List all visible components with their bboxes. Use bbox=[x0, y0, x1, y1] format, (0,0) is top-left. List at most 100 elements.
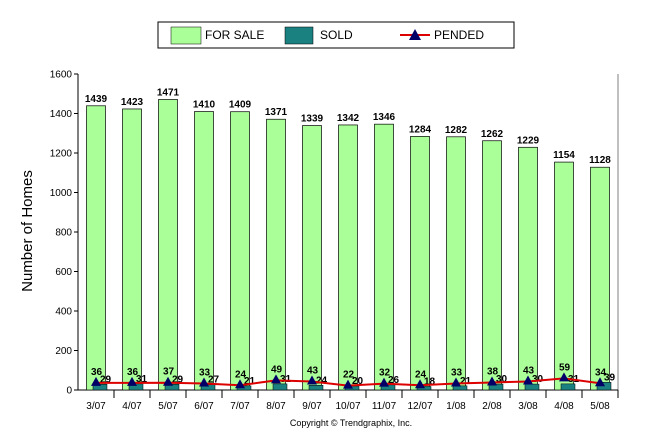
data-label-sold: 21 bbox=[244, 376, 256, 387]
y-axis-label: Number of Homes bbox=[19, 170, 36, 292]
data-label-for-sale: 1262 bbox=[481, 129, 504, 140]
bar-for-sale bbox=[338, 124, 358, 391]
data-label-for-sale: 1229 bbox=[517, 135, 540, 146]
data-label-sold: 30 bbox=[496, 374, 508, 385]
data-label-for-sale: 1346 bbox=[373, 112, 396, 123]
bar-for-sale bbox=[518, 146, 538, 391]
y-tick-label: 400 bbox=[55, 307, 72, 318]
data-label-pended: 43 bbox=[307, 366, 319, 377]
data-label-sold: 20 bbox=[352, 376, 364, 387]
data-label-sold: 29 bbox=[100, 374, 112, 385]
data-label-for-sale: 1284 bbox=[409, 124, 432, 135]
marker-pended bbox=[559, 372, 569, 382]
marker-pended bbox=[451, 377, 461, 387]
data-label-sold: 39 bbox=[604, 372, 616, 383]
x-tick-label: 7/07 bbox=[230, 401, 250, 412]
data-label-sold: 26 bbox=[388, 375, 400, 386]
copyright-text: Copyright © Trendgraphix, Inc. bbox=[290, 418, 412, 428]
x-tick-label: 6/07 bbox=[194, 401, 214, 412]
marker-pended bbox=[415, 379, 425, 389]
bar-for-sale bbox=[194, 111, 214, 391]
legend-label-pended: PENDED bbox=[434, 28, 484, 42]
x-tick-label: 9/07 bbox=[302, 401, 322, 412]
bar-sold bbox=[560, 383, 576, 391]
x-tick-label: 3/08 bbox=[518, 401, 538, 412]
y-tick-label: 1400 bbox=[50, 109, 73, 120]
bar-sold bbox=[272, 383, 288, 391]
y-tick-label: 1600 bbox=[50, 70, 73, 81]
bar-for-sale bbox=[374, 123, 394, 391]
data-label-pended: 38 bbox=[487, 366, 499, 377]
bar-for-sale bbox=[590, 166, 610, 391]
data-label-for-sale: 1423 bbox=[121, 97, 144, 108]
y-tick-label: 200 bbox=[55, 346, 72, 357]
legend-label-sold: SOLD bbox=[320, 28, 353, 42]
x-tick-label: 2/08 bbox=[482, 401, 502, 412]
x-tick-label: 5/07 bbox=[158, 401, 178, 412]
data-label-for-sale: 1339 bbox=[301, 114, 324, 125]
data-label-sold: 21 bbox=[460, 376, 472, 387]
data-label-for-sale: 1128 bbox=[589, 155, 611, 166]
data-label-for-sale: 1154 bbox=[553, 150, 575, 161]
bar-for-sale bbox=[482, 140, 502, 391]
data-label-for-sale: 1409 bbox=[229, 100, 252, 111]
marker-pended bbox=[235, 379, 245, 389]
legend-swatch-for-sale bbox=[170, 26, 202, 45]
data-label-pended: 24 bbox=[415, 369, 427, 380]
data-label-pended: 34 bbox=[595, 367, 607, 378]
bar-sold bbox=[128, 383, 144, 391]
data-label-sold: 24 bbox=[316, 375, 328, 386]
data-label-sold: 27 bbox=[208, 375, 220, 386]
marker-pended bbox=[199, 377, 209, 387]
bar-for-sale bbox=[410, 136, 430, 391]
x-tick-label: 4/08 bbox=[554, 401, 574, 412]
data-label-sold: 30 bbox=[532, 374, 544, 385]
bar-for-sale bbox=[446, 136, 466, 391]
legend: FOR SALE SOLD PENDED bbox=[157, 21, 515, 49]
bar-for-sale bbox=[230, 111, 250, 391]
bar-for-sale bbox=[158, 99, 178, 391]
data-label-for-sale: 1282 bbox=[445, 125, 468, 136]
y-tick-label: 0 bbox=[66, 386, 72, 397]
bar-sold bbox=[308, 385, 324, 391]
data-label-for-sale: 1342 bbox=[337, 113, 360, 124]
marker-pended bbox=[523, 375, 533, 385]
legend-marker-pended bbox=[409, 29, 421, 40]
x-tick-label: 4/07 bbox=[122, 401, 142, 412]
data-label-pended: 37 bbox=[163, 367, 175, 378]
data-label-for-sale: 1410 bbox=[193, 100, 216, 111]
data-label-pended: 36 bbox=[127, 367, 139, 378]
bar-for-sale bbox=[302, 125, 322, 391]
data-label-sold: 29 bbox=[172, 374, 184, 385]
marker-pended bbox=[343, 379, 353, 389]
data-label-pended: 33 bbox=[451, 367, 463, 378]
data-label-pended: 43 bbox=[523, 366, 535, 377]
y-tick-label: 800 bbox=[55, 228, 72, 239]
bar-for-sale bbox=[86, 105, 106, 391]
data-label-pended: 49 bbox=[271, 364, 283, 375]
bar-for-sale bbox=[554, 161, 574, 391]
marker-pended bbox=[379, 377, 389, 387]
x-tick-label: 10/07 bbox=[335, 401, 360, 412]
x-tick-label: 11/07 bbox=[372, 401, 397, 412]
data-label-sold: 31 bbox=[280, 374, 292, 385]
data-label-for-sale: 1439 bbox=[85, 94, 108, 105]
y-tick-label: 1000 bbox=[50, 188, 73, 199]
bar-sold bbox=[380, 384, 396, 391]
x-tick-label: 1/08 bbox=[446, 401, 466, 412]
x-tick-label: 12/07 bbox=[407, 401, 432, 412]
bar-for-sale bbox=[122, 108, 142, 391]
marker-pended bbox=[91, 376, 101, 386]
legend-label-for-sale: FOR SALE bbox=[205, 28, 264, 42]
data-label-pended: 24 bbox=[235, 369, 247, 380]
x-tick-label: 3/07 bbox=[86, 401, 106, 412]
plot-area: 0 200 400 600 800 1000 1200 1400 1600 3/07 4/07 5/0… bbox=[50, 70, 619, 412]
data-label-sold: 31 bbox=[136, 374, 148, 385]
data-label-pended: 33 bbox=[199, 367, 211, 378]
x-tick-label: 5/08 bbox=[590, 401, 610, 412]
legend-swatch-sold bbox=[284, 26, 314, 45]
marker-pended bbox=[595, 377, 605, 387]
marker-pended bbox=[271, 374, 281, 384]
marker-pended bbox=[307, 375, 317, 385]
